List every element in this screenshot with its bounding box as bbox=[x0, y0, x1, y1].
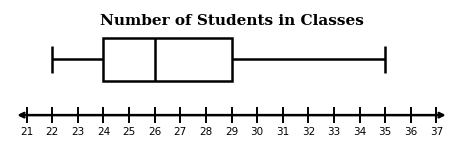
Text: 21: 21 bbox=[20, 127, 33, 137]
Title: Number of Students in Classes: Number of Students in Classes bbox=[100, 14, 363, 28]
Bar bbox=[104, 38, 232, 81]
Text: 36: 36 bbox=[404, 127, 417, 137]
Text: 29: 29 bbox=[225, 127, 238, 137]
Text: 30: 30 bbox=[250, 127, 263, 137]
Text: 37: 37 bbox=[430, 127, 443, 137]
Text: 25: 25 bbox=[123, 127, 136, 137]
Text: 33: 33 bbox=[327, 127, 340, 137]
Text: 23: 23 bbox=[71, 127, 85, 137]
Text: 31: 31 bbox=[276, 127, 289, 137]
Text: 22: 22 bbox=[46, 127, 59, 137]
Text: 32: 32 bbox=[302, 127, 315, 137]
Text: 26: 26 bbox=[148, 127, 161, 137]
Text: 28: 28 bbox=[199, 127, 213, 137]
Text: 27: 27 bbox=[174, 127, 187, 137]
Text: 24: 24 bbox=[97, 127, 110, 137]
Text: 35: 35 bbox=[378, 127, 392, 137]
Text: 34: 34 bbox=[353, 127, 366, 137]
